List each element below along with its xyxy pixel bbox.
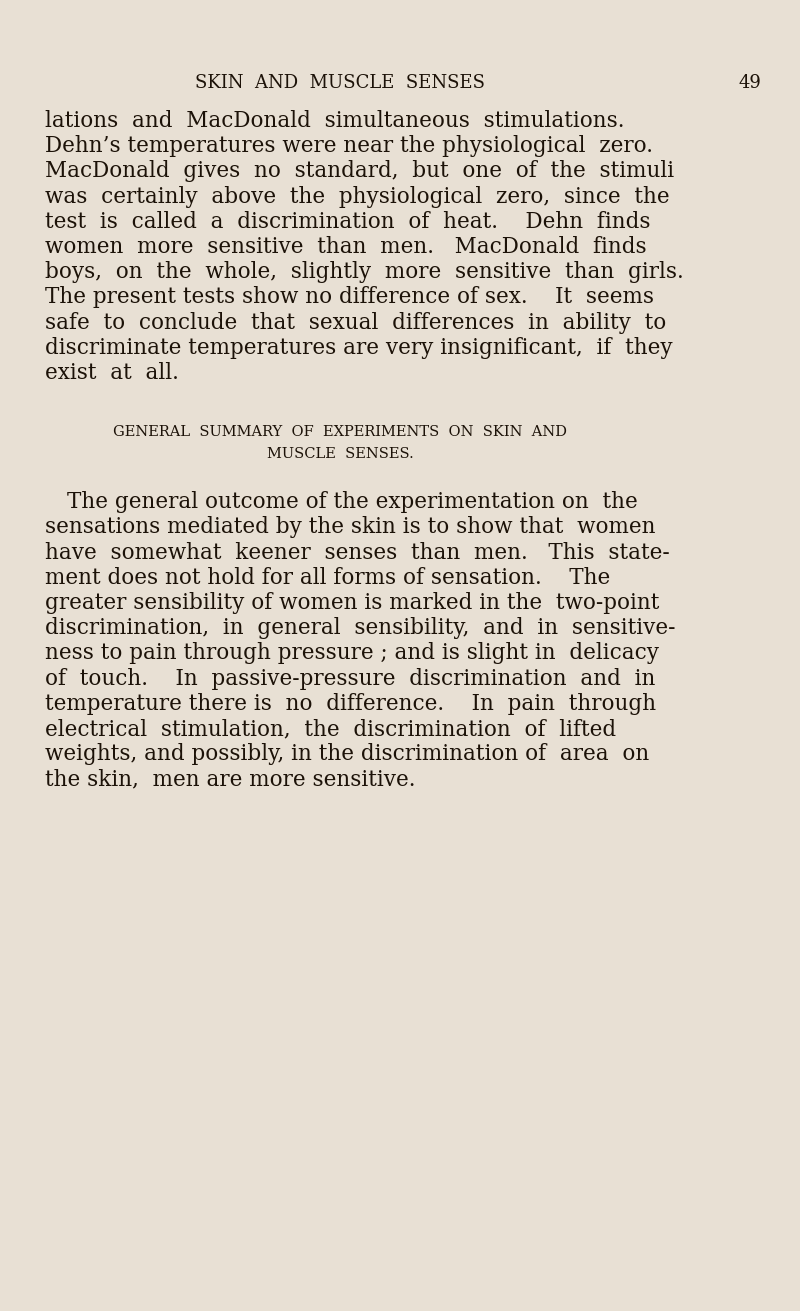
Text: was  certainly  above  the  physiological  zero,  since  the: was certainly above the physiological ze… bbox=[45, 186, 670, 207]
Text: discriminate temperatures are very insignificant,  if  they: discriminate temperatures are very insig… bbox=[45, 337, 673, 359]
Text: have  somewhat  keener  senses  than  men.   This  state-: have somewhat keener senses than men. Th… bbox=[45, 541, 670, 564]
Text: test  is  called  a  discrimination  of  heat.    Dehn  finds: test is called a discrimination of heat.… bbox=[45, 211, 650, 233]
Text: exist  at  all.: exist at all. bbox=[45, 362, 179, 384]
Text: of  touch.    In  passive-pressure  discrimination  and  in: of touch. In passive-pressure discrimina… bbox=[45, 667, 655, 690]
Text: greater sensibility of women is marked in the  two-point: greater sensibility of women is marked i… bbox=[45, 593, 659, 614]
Text: safe  to  conclude  that  sexual  differences  in  ability  to: safe to conclude that sexual differences… bbox=[45, 312, 666, 333]
Text: sensations mediated by the skin is to show that  women: sensations mediated by the skin is to sh… bbox=[45, 517, 655, 539]
Text: Dehn’s temperatures were near the physiological  zero.: Dehn’s temperatures were near the physio… bbox=[45, 135, 653, 157]
Text: 49: 49 bbox=[738, 73, 762, 92]
Text: GENERAL  SUMMARY  OF  EXPERIMENTS  ON  SKIN  AND: GENERAL SUMMARY OF EXPERIMENTS ON SKIN A… bbox=[113, 425, 567, 439]
Text: women  more  sensitive  than  men.   MacDonald  finds: women more sensitive than men. MacDonald… bbox=[45, 236, 646, 258]
Text: MUSCLE  SENSES.: MUSCLE SENSES. bbox=[266, 447, 414, 461]
Text: ment does not hold for all forms of sensation.    The: ment does not hold for all forms of sens… bbox=[45, 566, 610, 589]
Text: discrimination,  in  general  sensibility,  and  in  sensitive-: discrimination, in general sensibility, … bbox=[45, 617, 675, 640]
Text: The present tests show no difference of sex.    It  seems: The present tests show no difference of … bbox=[45, 286, 654, 308]
Text: The general outcome of the experimentation on  the: The general outcome of the experimentati… bbox=[67, 492, 638, 513]
Text: ness to pain through pressure ; and is slight in  delicacy: ness to pain through pressure ; and is s… bbox=[45, 642, 659, 665]
Text: boys,  on  the  whole,  slightly  more  sensitive  than  girls.: boys, on the whole, slightly more sensit… bbox=[45, 261, 684, 283]
Text: weights, and possibly, in the discrimination of  area  on: weights, and possibly, in the discrimina… bbox=[45, 743, 650, 766]
Text: temperature there is  no  difference.    In  pain  through: temperature there is no difference. In p… bbox=[45, 692, 656, 714]
Text: MacDonald  gives  no  standard,  but  one  of  the  stimuli: MacDonald gives no standard, but one of … bbox=[45, 160, 674, 182]
Text: SKIN  AND  MUSCLE  SENSES: SKIN AND MUSCLE SENSES bbox=[195, 73, 485, 92]
Text: the skin,  men are more sensitive.: the skin, men are more sensitive. bbox=[45, 768, 415, 791]
Text: electrical  stimulation,  the  discrimination  of  lifted: electrical stimulation, the discriminati… bbox=[45, 718, 616, 739]
Text: lations  and  MacDonald  simultaneous  stimulations.: lations and MacDonald simultaneous stimu… bbox=[45, 110, 625, 132]
